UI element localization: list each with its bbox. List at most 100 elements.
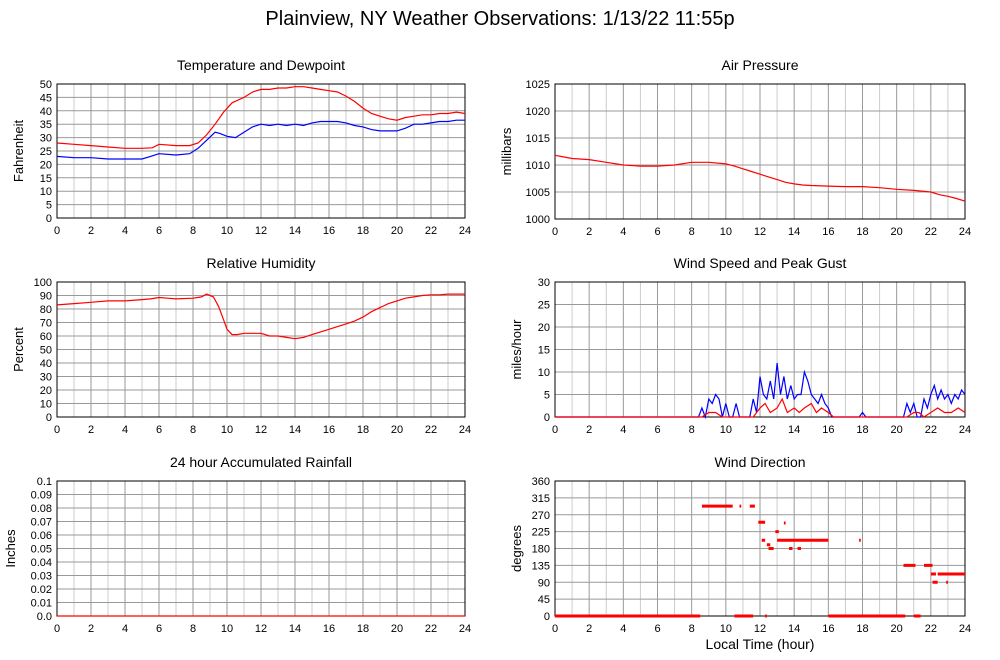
chart-title: Relative Humidity [207, 255, 316, 271]
x-tick-label: 10 [720, 623, 732, 635]
x-tick-label: 6 [156, 225, 162, 237]
x-tick-label: 16 [323, 424, 335, 436]
x-tick-label: 18 [357, 424, 369, 436]
y-tick-label: 270 [532, 510, 550, 522]
x-tick-label: 8 [190, 225, 196, 237]
x-axis-label: Local Time (hour) [705, 636, 815, 652]
x-tick-label: 10 [221, 623, 233, 635]
x-tick-label: 2 [88, 424, 94, 436]
y-tick-label: 180 [532, 544, 550, 556]
y-tick-label: 0.06 [31, 530, 52, 542]
y-tick-label: 0.09 [31, 490, 52, 502]
y-tick-label: 0 [46, 412, 52, 424]
y-tick-label: 30 [538, 277, 550, 289]
series-line-temp-0 [56, 86, 466, 149]
x-tick-label: 8 [689, 623, 695, 635]
x-tick-label: 12 [754, 623, 766, 635]
x-tick-label: 2 [88, 225, 94, 237]
x-tick-label: 12 [754, 424, 766, 436]
y-tick-label: 135 [532, 560, 550, 572]
x-tick-label: 22 [925, 226, 937, 238]
x-tick-label: 20 [391, 225, 403, 237]
y-tick-label: 70 [40, 318, 52, 330]
y-tick-label: 0.02 [31, 584, 52, 596]
x-tick-label: 20 [391, 623, 403, 635]
x-tick-label: 0 [552, 226, 558, 238]
x-tick-label: 24 [459, 424, 471, 436]
x-tick-label: 12 [255, 623, 267, 635]
y-tick-label: 1020 [526, 106, 550, 118]
y-tick-label: 25 [40, 146, 52, 158]
x-tick-label: 16 [323, 623, 335, 635]
y-tick-label: 60 [40, 331, 52, 343]
y-tick-label: 10 [40, 399, 52, 411]
y-tick-label: 1025 [526, 79, 550, 91]
y-tick-label: 1000 [526, 214, 550, 226]
x-tick-label: 24 [959, 424, 971, 436]
x-tick-label: 10 [720, 226, 732, 238]
x-tick-label: 22 [425, 623, 437, 635]
x-tick-label: 8 [190, 623, 196, 635]
x-tick-label: 6 [156, 424, 162, 436]
x-tick-label: 20 [391, 424, 403, 436]
x-tick-label: 12 [255, 424, 267, 436]
chart-title: Temperature and Dewpoint [177, 57, 345, 73]
chart-title: 24 hour Accumulated Rainfall [170, 454, 352, 470]
y-tick-label: 50 [40, 79, 52, 91]
x-tick-label: 16 [822, 424, 834, 436]
x-tick-label: 0 [552, 424, 558, 436]
y-tick-label: 0 [46, 213, 52, 225]
x-tick-label: 14 [788, 424, 800, 436]
y-tick-label: 0.04 [31, 557, 52, 569]
plot-frame [554, 83, 966, 220]
chart-title: Wind Direction [714, 454, 805, 470]
y-axis-label: Percent [11, 327, 26, 372]
x-tick-label: 2 [586, 424, 592, 436]
x-tick-label: 8 [689, 226, 695, 238]
y-axis-label: miles/hour [509, 319, 524, 380]
x-tick-label: 2 [586, 623, 592, 635]
x-tick-label: 12 [255, 225, 267, 237]
x-tick-label: 4 [122, 424, 128, 436]
x-tick-label: 10 [221, 424, 233, 436]
x-tick-label: 24 [959, 226, 971, 238]
x-tick-label: 18 [357, 225, 369, 237]
y-tick-label: 40 [40, 106, 52, 118]
y-tick-label: 0.0 [37, 611, 52, 623]
x-tick-label: 4 [122, 623, 128, 635]
x-tick-label: 18 [856, 623, 868, 635]
x-tick-label: 14 [289, 623, 301, 635]
y-tick-label: 20 [40, 385, 52, 397]
y-tick-label: 10 [40, 186, 52, 198]
x-tick-label: 16 [822, 623, 834, 635]
series-line-humidity-0 [56, 293, 465, 340]
plot-frame [554, 480, 966, 617]
y-tick-label: 1005 [526, 187, 550, 199]
y-tick-label: 15 [538, 345, 550, 357]
x-tick-label: 20 [891, 623, 903, 635]
x-tick-label: 18 [856, 424, 868, 436]
y-tick-label: 1010 [526, 160, 550, 172]
x-tick-label: 14 [289, 424, 301, 436]
y-tick-label: 315 [532, 493, 550, 505]
x-tick-label: 20 [891, 226, 903, 238]
x-tick-label: 0 [552, 623, 558, 635]
series-line-wind-1 [555, 397, 966, 418]
x-tick-label: 16 [323, 225, 335, 237]
x-tick-label: 18 [357, 623, 369, 635]
y-tick-label: 15 [40, 173, 52, 185]
y-tick-label: 0.1 [37, 476, 52, 488]
x-tick-label: 8 [190, 424, 196, 436]
y-tick-label: 50 [40, 345, 52, 357]
y-axis-label: degrees [509, 525, 524, 572]
x-tick-label: 6 [654, 226, 660, 238]
y-tick-label: 30 [40, 133, 52, 145]
y-tick-label: 0.01 [31, 598, 52, 610]
x-tick-label: 22 [425, 424, 437, 436]
y-tick-label: 1015 [526, 133, 550, 145]
x-tick-label: 4 [620, 623, 626, 635]
